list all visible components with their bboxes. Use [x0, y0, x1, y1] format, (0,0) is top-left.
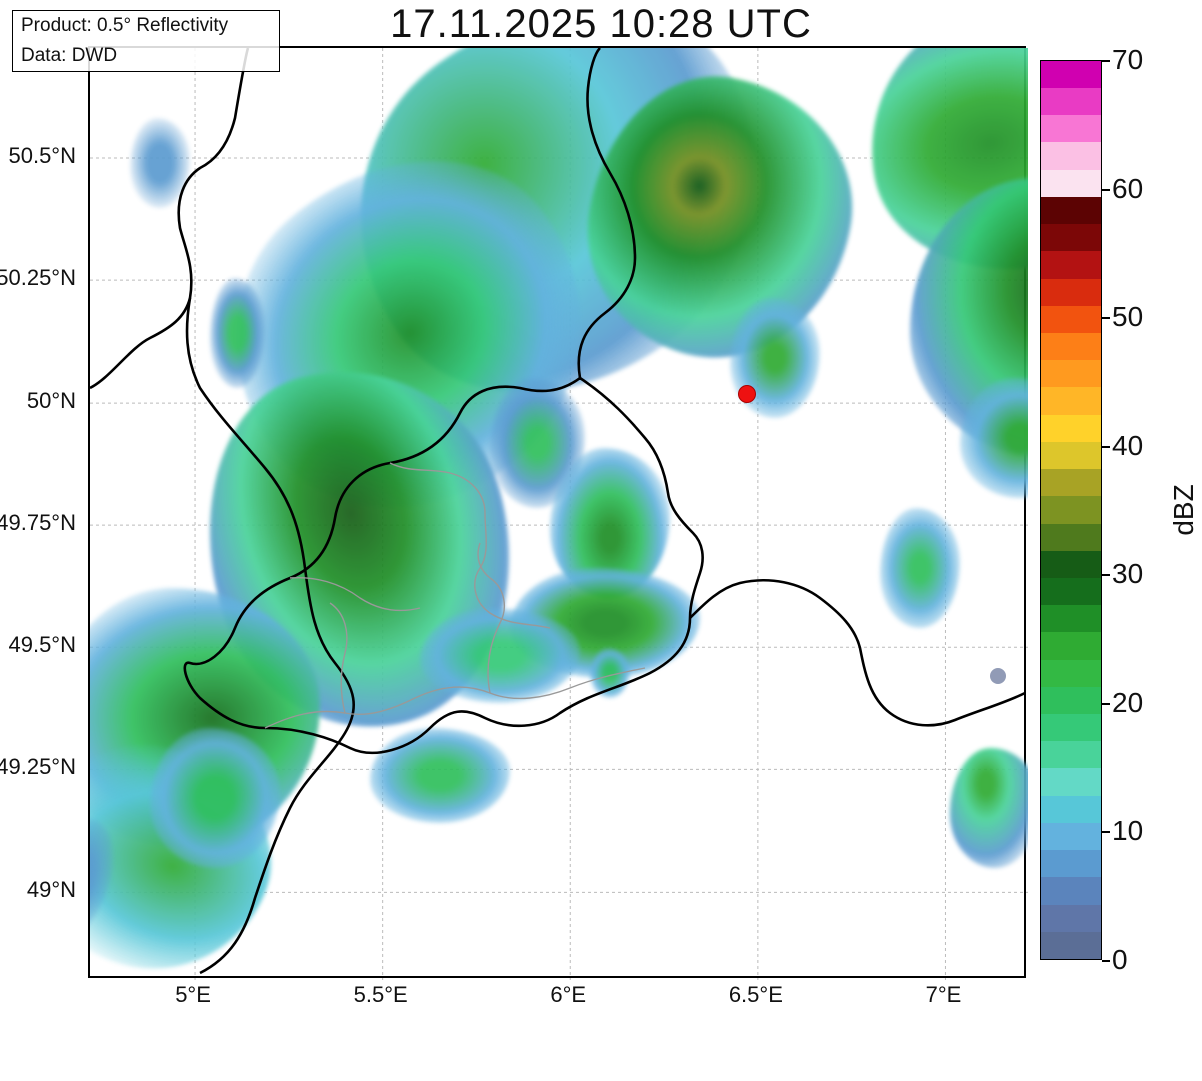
colorbar-title: dBZ	[1168, 484, 1200, 535]
colorbar-tick-6: 60	[1112, 173, 1143, 205]
colorbar-tick-7: 70	[1112, 44, 1143, 76]
y-tick-label: 50°N	[27, 388, 76, 414]
x-axis-labels: 5°E 5.5°E 6°E 6.5°E 7°E	[88, 980, 1026, 1010]
y-tick-label: 49°N	[27, 877, 76, 903]
colorbar-tick-2: 20	[1112, 687, 1143, 719]
x-tick-label: 6.5°E	[729, 982, 783, 1008]
x-tick-label: 7°E	[926, 982, 962, 1008]
colorbar-tick-5: 50	[1112, 301, 1143, 333]
y-axis-labels: 50.5°N 50.25°N 50°N 49.75°N 49.5°N 49.25…	[0, 46, 84, 978]
x-tick-label: 5°E	[175, 982, 211, 1008]
colorbar-tick-3: 30	[1112, 558, 1143, 590]
country-region-borders	[90, 48, 1028, 980]
radar-map-plot	[88, 46, 1026, 978]
colorbar-tick-0: 0	[1112, 944, 1128, 976]
colorbar-tick-1: 10	[1112, 815, 1143, 847]
y-tick-label: 49.25°N	[0, 754, 76, 780]
x-tick-label: 6°E	[550, 982, 586, 1008]
colorbar-tick-4: 40	[1112, 430, 1143, 462]
colorbar-gradient	[1040, 60, 1102, 960]
legend-line-product: Product: 0.5° Reflectivity	[13, 11, 279, 41]
info-legend-box: Product: 0.5° Reflectivity Data: DWD	[12, 10, 280, 72]
x-tick-label: 5.5°E	[354, 982, 408, 1008]
y-tick-label: 50.5°N	[8, 143, 76, 169]
y-tick-label: 49.75°N	[0, 510, 76, 536]
y-tick-label: 50.25°N	[0, 265, 76, 291]
colorbar-widget: 0 10 20 30 40 50 60 70 dBZ	[1040, 60, 1185, 960]
y-tick-label: 49.5°N	[8, 632, 76, 658]
radar-site-marker[interactable]	[738, 385, 756, 403]
legend-line-data: Data: DWD	[13, 41, 279, 71]
